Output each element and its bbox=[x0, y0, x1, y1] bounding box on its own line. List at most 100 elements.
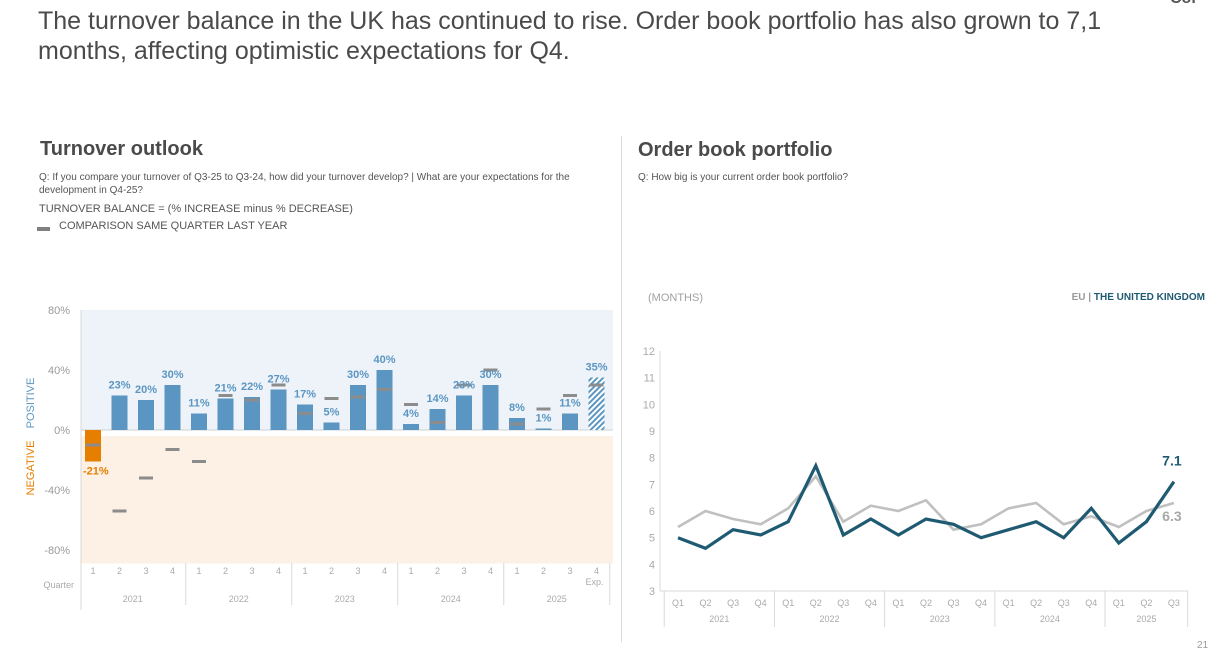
uk-series-line bbox=[677, 461, 1176, 551]
bar-value-label: 17% bbox=[294, 389, 316, 401]
expected-tick-label: Exp. bbox=[585, 577, 603, 587]
bar bbox=[270, 389, 287, 430]
quarter-tick-label: 3 bbox=[461, 566, 466, 576]
year-label: 2024 bbox=[441, 594, 461, 604]
quarter-tick-label: Q3 bbox=[837, 598, 849, 608]
quarter-tick-label: Q1 bbox=[1113, 598, 1125, 608]
headline: The turnover balance in the UK has conti… bbox=[38, 7, 1102, 65]
bar-value-label: -21% bbox=[83, 466, 109, 478]
y-tick-label: 8 bbox=[649, 453, 655, 465]
bar bbox=[376, 370, 393, 430]
quarter-tick-label: Q2 bbox=[920, 598, 932, 608]
year-label: 2021 bbox=[123, 594, 143, 604]
comparison-marker bbox=[536, 407, 551, 411]
bar-value-label: 8% bbox=[509, 402, 525, 414]
y-tick-label: 4 bbox=[649, 559, 655, 571]
bar-value-label: 11% bbox=[188, 398, 210, 410]
orderbook-title: Order book portfolio bbox=[638, 139, 833, 161]
quarter-tick-label: 1 bbox=[514, 566, 519, 576]
bar-value-label: 30% bbox=[479, 369, 501, 381]
quarter-tick-label: Q3 bbox=[727, 598, 739, 608]
year-label: 2022 bbox=[820, 614, 840, 624]
quarter-tick-label: 2 bbox=[117, 566, 122, 576]
quarter-tick-label: Q3 bbox=[1168, 598, 1180, 608]
quarter-tick-label: Q3 bbox=[1058, 598, 1070, 608]
bar-value-label: 27% bbox=[267, 374, 289, 386]
y-tick-label: 6 bbox=[649, 506, 655, 518]
year-label: 2025 bbox=[547, 594, 567, 604]
bar bbox=[562, 413, 578, 430]
comparison-marker bbox=[112, 509, 127, 513]
region-legend: EU | THE UNITED KINGDOM bbox=[1072, 292, 1205, 303]
bar-value-label: 20% bbox=[135, 384, 157, 396]
quarter-tick-label: 1 bbox=[302, 566, 307, 576]
y-tick-label: -40% bbox=[44, 485, 70, 497]
y-tick-label: 9 bbox=[649, 426, 655, 438]
orderbook-question: Q: How big is your current order book po… bbox=[638, 172, 849, 183]
negative-region bbox=[81, 436, 613, 564]
quarter-tick-label: 2 bbox=[541, 566, 546, 576]
year-label: 2023 bbox=[930, 614, 950, 624]
comparison-marker bbox=[324, 397, 339, 400]
turnover-formula: TURNOVER BALANCE = (% INCREASE minus % D… bbox=[39, 203, 353, 215]
bar-value-label: 23% bbox=[108, 380, 130, 392]
comparison-marker bbox=[298, 412, 312, 415]
quarter-tick-label: Q4 bbox=[975, 598, 987, 608]
comparison-marker bbox=[457, 383, 471, 387]
quarter-tick-label: 2 bbox=[223, 566, 228, 576]
uk-end-label: 7.1 bbox=[1162, 453, 1182, 469]
comparison-marker bbox=[510, 422, 524, 426]
quarter-tick-label: Q1 bbox=[1003, 598, 1015, 608]
bar bbox=[403, 424, 419, 430]
comparison-marker bbox=[192, 460, 206, 463]
bar bbox=[297, 404, 313, 430]
quarter-tick-label: 4 bbox=[276, 566, 281, 576]
comparison-marker bbox=[589, 383, 604, 387]
bar bbox=[244, 397, 260, 430]
quarter-tick-label: Q3 bbox=[947, 598, 959, 608]
comparison-marker bbox=[377, 388, 392, 391]
bar bbox=[588, 377, 605, 430]
bar-value-label: 14% bbox=[426, 393, 448, 405]
bar bbox=[111, 395, 128, 430]
months-unit-label: (MONTHS) bbox=[648, 292, 703, 304]
year-label: 2025 bbox=[1136, 614, 1156, 624]
section-divider bbox=[621, 136, 622, 642]
bar bbox=[323, 422, 340, 430]
bar-value-label: 35% bbox=[585, 362, 607, 374]
quarter-tick-label: 2 bbox=[435, 566, 440, 576]
bar bbox=[191, 413, 207, 430]
bar bbox=[429, 409, 446, 430]
quarter-tick-label: Q1 bbox=[892, 598, 904, 608]
logo: Col bbox=[1170, 0, 1196, 8]
bar-value-label: 4% bbox=[403, 408, 419, 420]
quarter-tick-label: 4 bbox=[382, 566, 387, 576]
quarter-tick-label: Q4 bbox=[865, 598, 877, 608]
quarter-tick-label: 2 bbox=[329, 566, 334, 576]
bar-value-label: 30% bbox=[161, 369, 183, 381]
bar-value-label: 5% bbox=[324, 407, 340, 419]
positive-axis-label: POSITIVE bbox=[25, 378, 37, 429]
quarter-tick-label: 3 bbox=[567, 566, 572, 576]
bar-value-label: 22% bbox=[241, 381, 263, 393]
quarter-tick-label: 4 bbox=[170, 566, 175, 576]
bar-value-label: 40% bbox=[373, 354, 395, 366]
quarter-tick-label: 4 bbox=[594, 566, 599, 576]
comparison-legend-label: COMPARISON SAME QUARTER LAST YEAR bbox=[59, 220, 288, 232]
y-tick-label: 10 bbox=[643, 399, 655, 411]
quarter-tick-label: Q2 bbox=[1140, 598, 1152, 608]
quarter-tick-label: Q2 bbox=[810, 598, 822, 608]
y-tick-label: 7 bbox=[649, 479, 655, 491]
year-label: 2021 bbox=[709, 614, 729, 624]
comparison-marker bbox=[139, 476, 153, 480]
comparison-marker bbox=[563, 394, 577, 397]
comparison-marker bbox=[245, 398, 259, 402]
eu-end-label: 6.3 bbox=[1162, 508, 1182, 524]
quarter-tick-label: Q2 bbox=[700, 598, 712, 608]
bar bbox=[138, 400, 154, 430]
comparison-marker bbox=[430, 421, 445, 424]
comparison-marker bbox=[351, 395, 365, 399]
quarter-tick-label: Q1 bbox=[782, 598, 794, 608]
bar-value-label: 21% bbox=[214, 383, 236, 395]
y-tick-label: 11 bbox=[644, 373, 655, 385]
